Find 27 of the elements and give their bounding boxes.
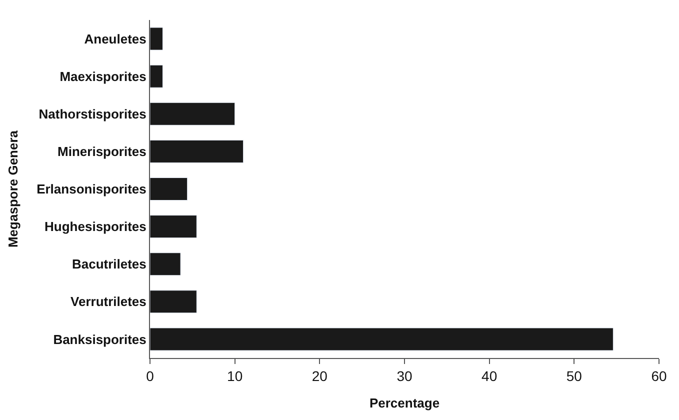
bar	[150, 290, 197, 314]
x-tick-label: 0	[146, 368, 154, 384]
bar	[150, 140, 244, 163]
x-tick-label: 60	[651, 368, 667, 384]
bar	[150, 64, 163, 88]
x-tick-label: 20	[312, 368, 328, 384]
y-tick-label: Verrutriletes	[70, 294, 146, 310]
bar	[150, 215, 197, 238]
y-tick-label: Maexisporites	[60, 68, 146, 84]
y-tick-label: Aneuletes	[84, 31, 146, 46]
x-tick-label: 40	[482, 368, 498, 384]
bar	[150, 252, 181, 276]
x-tick-label: 50	[566, 368, 582, 384]
y-tick-label: Hughesisporites	[44, 219, 146, 234]
bar	[150, 102, 236, 126]
y-tick-label: Banksisporites	[53, 332, 146, 347]
y-tick-label: Minerisporites	[58, 144, 146, 159]
x-tick-label: 10	[227, 368, 243, 384]
y-tick-label: Nathorstisporites	[38, 106, 146, 122]
y-axis-title: Megaspore Genera	[6, 130, 21, 248]
x-tick-label: 30	[396, 368, 412, 384]
y-tick-label: Bacutriletes	[72, 256, 146, 272]
bar	[150, 328, 614, 351]
bar	[150, 177, 188, 201]
y-tick-label: Erlansonisporites	[36, 182, 146, 197]
x-axis-title: Percentage	[369, 395, 440, 410]
bar	[150, 27, 163, 50]
